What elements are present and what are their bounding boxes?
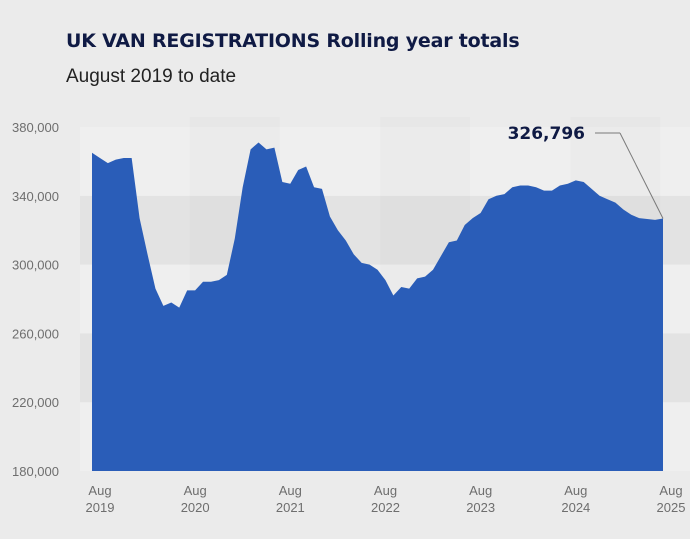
callout-label: 326,796 (508, 124, 585, 144)
y-tick-label: 180,000 (12, 464, 59, 479)
x-tick-month: Aug (279, 483, 302, 498)
callout-leader-line (619, 132, 664, 219)
y-tick-label: 260,000 (12, 326, 59, 341)
x-tick-year: 2022 (371, 500, 400, 515)
chart-title: UK VAN REGISTRATIONS Rolling year totals (66, 30, 520, 52)
x-tick-month: Aug (469, 483, 492, 498)
x-tick-month: Aug (184, 483, 207, 498)
x-tick-month: Aug (88, 483, 111, 498)
x-tick-year: 2023 (466, 500, 495, 515)
x-tick-year: 2025 (657, 500, 686, 515)
x-axis: Aug 2019 Aug 2020 Aug 2021 Aug 2022 Aug 2023 Aug 20… (86, 483, 686, 515)
area-series (92, 142, 663, 472)
x-tick-year: 2020 (181, 500, 210, 515)
chart-subtitle: August 2019 to date (66, 66, 237, 87)
x-tick-year: 2021 (276, 500, 305, 515)
y-tick-label: 340,000 (12, 189, 59, 204)
y-tick-label: 220,000 (12, 395, 59, 410)
y-axis: 180,000 220,000 260,000 300,000 340,000 380,0… (12, 120, 59, 479)
background-band (80, 127, 690, 196)
x-tick-month: Aug (564, 483, 587, 498)
x-tick-month: Aug (374, 483, 397, 498)
x-tick-year: 2024 (561, 500, 590, 515)
x-tick-year: 2019 (86, 500, 115, 515)
x-tick-month: Aug (659, 483, 682, 498)
y-tick-label: 380,000 (12, 120, 59, 135)
y-tick-label: 300,000 (12, 258, 59, 273)
